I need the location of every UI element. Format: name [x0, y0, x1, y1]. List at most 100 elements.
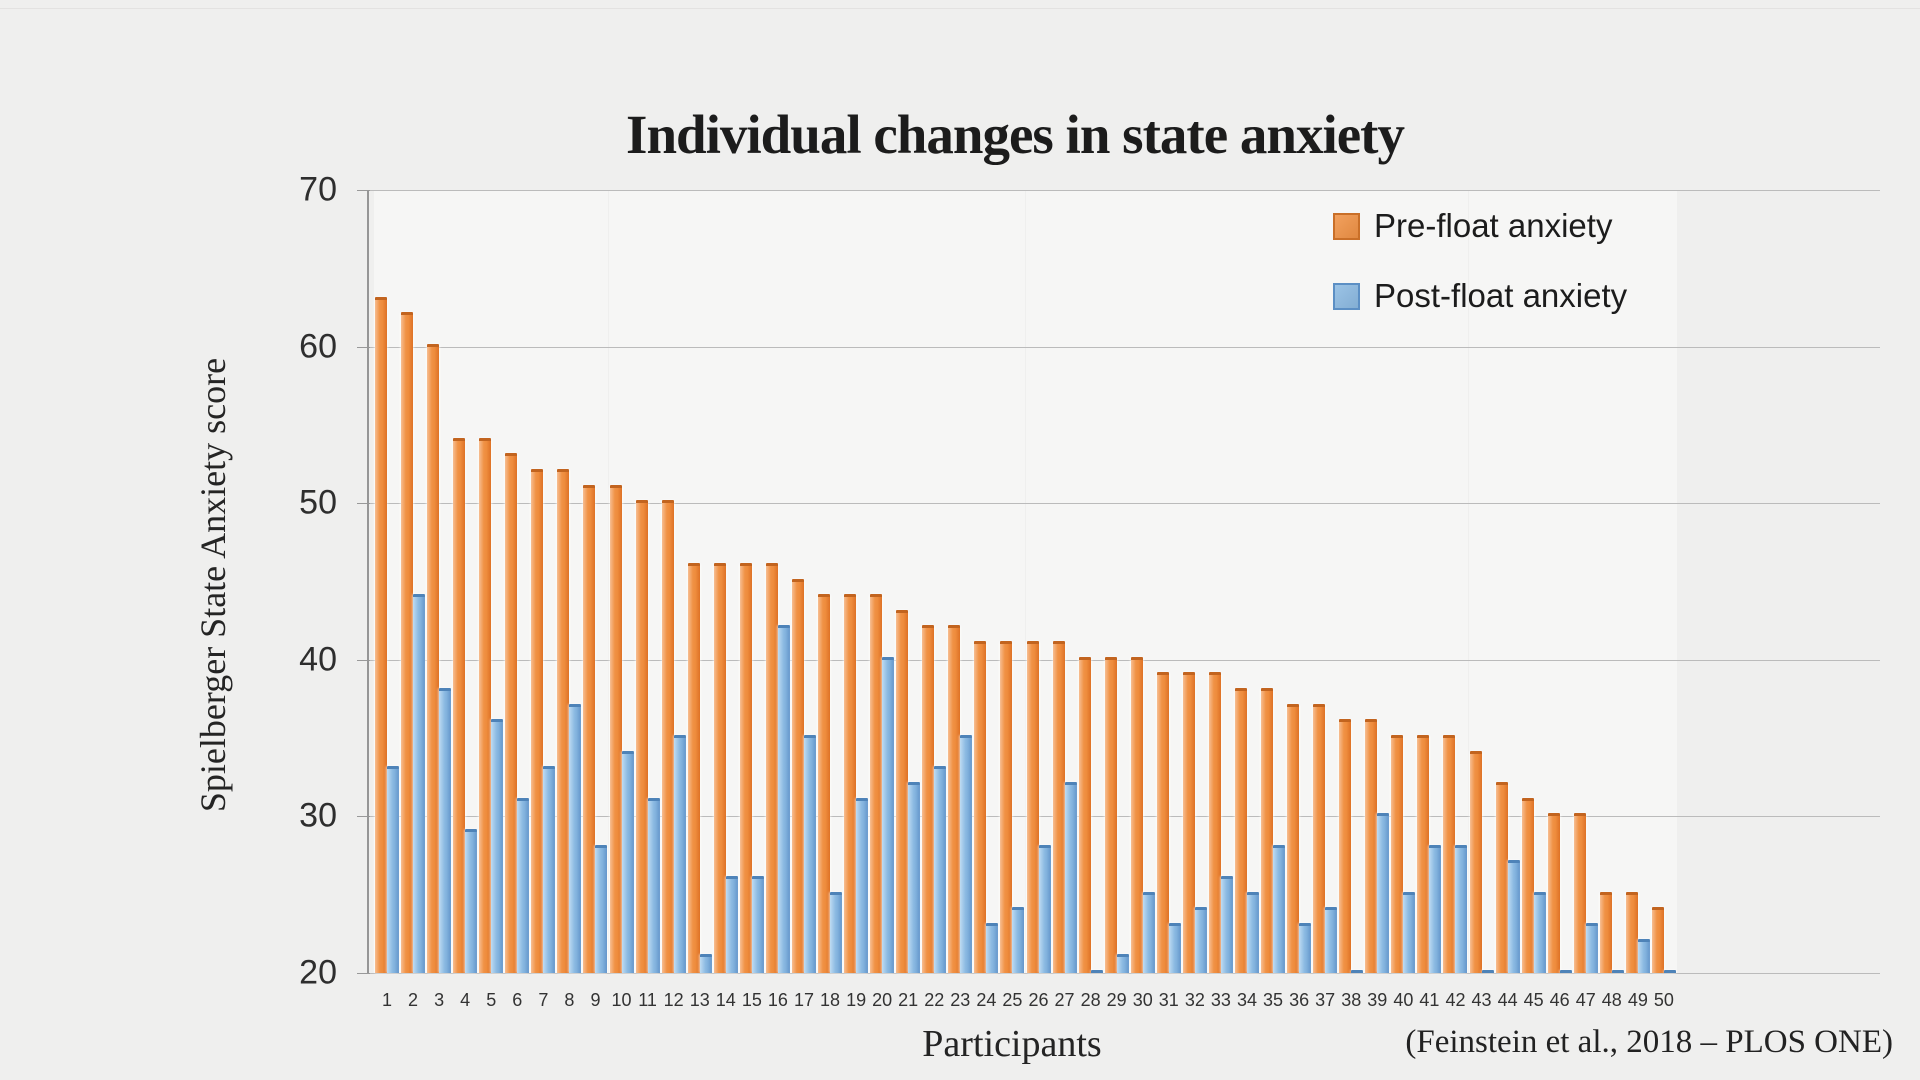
y-tick-label-20: 20 — [299, 953, 337, 992]
pre-float-bar-participant-10 — [609, 484, 622, 973]
post-float-bar-participant-40 — [1403, 891, 1416, 973]
gridline-30 — [368, 816, 1880, 818]
x-tick-label-37: 37 — [1315, 990, 1336, 1010]
pre-float-bar-participant-16 — [765, 562, 778, 973]
pre-float-bar-participant-23 — [948, 625, 961, 973]
pre-float-bar-participant-25 — [1000, 641, 1013, 973]
pre-float-bar-participant-2 — [401, 312, 414, 973]
bar-pair-backdrop — [1598, 190, 1625, 973]
bar-pair-backdrop — [1624, 190, 1651, 973]
pre-float-bar-participant-34 — [1234, 688, 1247, 973]
pre-float-bar-participant-28 — [1078, 656, 1091, 973]
x-tick-label-17: 17 — [793, 990, 814, 1010]
x-tick-label-43: 43 — [1471, 990, 1492, 1010]
post-float-bar-participant-2 — [413, 594, 426, 973]
post-float-swatch-icon — [1333, 282, 1360, 310]
x-tick-label-11: 11 — [638, 990, 657, 1010]
x-tick-label-28: 28 — [1080, 990, 1101, 1010]
x-tick-label-7: 7 — [538, 990, 549, 1010]
x-tick-label-32: 32 — [1184, 990, 1205, 1010]
pre-float-bar-participant-11 — [635, 500, 648, 973]
x-tick-label-24: 24 — [976, 990, 997, 1010]
x-tick-label-3: 3 — [434, 990, 445, 1010]
x-tick-label-22: 22 — [924, 990, 945, 1010]
y-tickmark — [357, 346, 370, 348]
pre-float-bar-participant-46 — [1547, 813, 1560, 973]
y-tick-label-40: 40 — [299, 640, 337, 679]
post-float-bar-participant-39 — [1377, 813, 1390, 973]
post-float-bar-participant-16 — [777, 625, 790, 973]
post-float-bar-participant-10 — [621, 750, 634, 973]
pre-float-bar-participant-41 — [1417, 735, 1430, 973]
post-float-bar-participant-13 — [699, 954, 712, 973]
pre-float-bar-participant-13 — [687, 562, 700, 973]
pre-float-bar-participant-27 — [1052, 641, 1065, 973]
x-tick-label-50: 50 — [1653, 990, 1674, 1010]
x-tick-label-8: 8 — [564, 990, 575, 1010]
post-float-bar-participant-14 — [725, 876, 738, 973]
pre-float-bar-participant-19 — [844, 594, 857, 973]
gridline-50 — [368, 503, 1880, 505]
post-float-bar-participant-48 — [1611, 970, 1624, 973]
post-float-bar-participant-30 — [1142, 891, 1155, 973]
post-float-bar-participant-35 — [1273, 844, 1286, 973]
x-tick-label-12: 12 — [663, 990, 684, 1010]
x-tick-label-14: 14 — [715, 990, 736, 1010]
y-tick-label-60: 60 — [299, 327, 337, 366]
citation-text: (Feinstein et al., 2018 – PLOS ONE) — [1405, 1024, 1893, 1060]
pre-float-bar-participant-15 — [739, 562, 752, 973]
post-float-bar-participant-1 — [387, 766, 399, 973]
top-border-line — [0, 8, 1920, 9]
x-tick-label-2: 2 — [408, 990, 419, 1010]
pre-float-bar-participant-12 — [661, 500, 674, 973]
legend-label-post-float: Post-float anxiety — [1374, 277, 1628, 314]
post-float-bar-participant-20 — [882, 656, 895, 973]
x-tick-label-16: 16 — [767, 990, 788, 1010]
post-float-bar-participant-29 — [1116, 954, 1129, 973]
x-tick-label-10: 10 — [611, 990, 632, 1010]
y-tickmark — [357, 973, 370, 974]
post-float-bar-participant-15 — [751, 876, 764, 973]
pre-float-bar-participant-7 — [531, 468, 544, 973]
post-float-bar-participant-37 — [1325, 907, 1338, 973]
post-float-bar-participant-3 — [439, 688, 452, 973]
post-float-bar-participant-32 — [1194, 907, 1207, 973]
x-tick-label-45: 45 — [1523, 990, 1544, 1010]
x-tick-label-29: 29 — [1106, 990, 1127, 1010]
legend-label-pre-float: Pre-float anxiety — [1374, 207, 1613, 244]
post-float-bar-participant-17 — [803, 735, 816, 973]
x-tick-label-13: 13 — [689, 990, 710, 1010]
pre-float-bar-participant-4 — [453, 437, 466, 973]
x-tick-label-19: 19 — [846, 990, 867, 1010]
plot-area: 70 60 50 40 30 20 1 2 3 4 5 6 7 8 9 10 11 12 13 14 15 16 17 18 1… — [299, 171, 1880, 1010]
pre-float-bar-participant-9 — [583, 484, 596, 973]
post-float-bar-participant-36 — [1299, 923, 1312, 973]
pre-float-bar-participant-39 — [1365, 719, 1378, 973]
pre-float-bar-participant-26 — [1026, 641, 1039, 973]
post-float-bar-participant-12 — [673, 735, 686, 973]
pre-float-bar-participant-32 — [1182, 672, 1195, 973]
pre-float-bar-participant-5 — [479, 437, 492, 973]
pre-float-bar-participant-20 — [870, 594, 883, 973]
y-tick-label-70: 70 — [299, 170, 337, 209]
post-float-bar-participant-42 — [1455, 844, 1468, 973]
legend: Pre-float anxiety Post-float anxiety — [1333, 207, 1627, 347]
pre-float-bar-participant-37 — [1313, 703, 1326, 973]
post-float-bar-participant-33 — [1220, 876, 1233, 973]
x-tick-label-49: 49 — [1627, 990, 1648, 1010]
x-tick-label-25: 25 — [1002, 990, 1023, 1010]
x-tick-label-9: 9 — [590, 990, 601, 1010]
post-float-bar-participant-28 — [1090, 970, 1103, 973]
pre-float-bar-participant-8 — [557, 468, 570, 973]
pre-float-bar-participant-14 — [713, 562, 726, 973]
post-float-bar-participant-4 — [465, 829, 478, 973]
post-float-bar-participant-45 — [1533, 891, 1546, 973]
gridline-60 — [368, 346, 1880, 348]
pre-float-bar-participant-22 — [922, 625, 935, 973]
pre-float-bar-participant-38 — [1339, 719, 1352, 973]
pre-float-bar-participant-17 — [791, 578, 804, 973]
post-float-bar-participant-7 — [543, 766, 556, 973]
pre-float-bar-participant-1 — [375, 296, 387, 973]
post-float-bar-participant-5 — [491, 719, 504, 973]
pre-float-bar-participant-44 — [1495, 782, 1508, 973]
